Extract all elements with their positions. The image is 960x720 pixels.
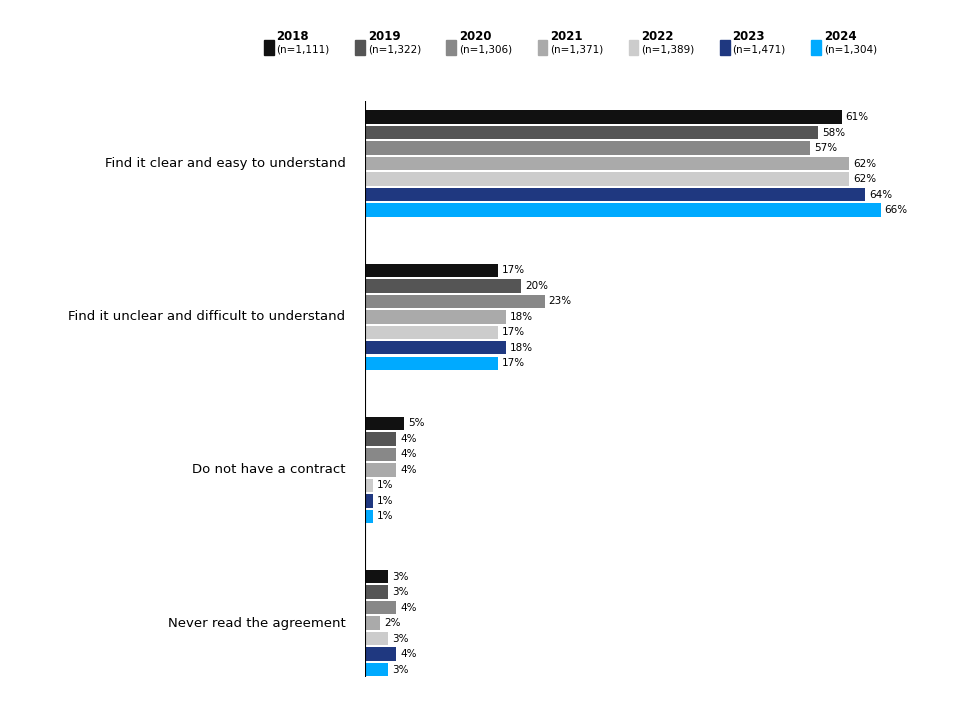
Bar (365, 479, 372, 492)
Bar (365, 616, 380, 630)
Bar (365, 510, 372, 523)
Text: 66%: 66% (885, 205, 908, 215)
Text: 20%: 20% (525, 281, 548, 291)
Bar (365, 570, 388, 583)
Bar (365, 204, 880, 217)
Text: (n=1,111): (n=1,111) (276, 45, 329, 55)
Text: 3%: 3% (393, 587, 409, 597)
Bar (365, 432, 396, 446)
Text: 4%: 4% (400, 449, 417, 459)
Text: 1%: 1% (376, 480, 393, 490)
Text: (n=1,371): (n=1,371) (550, 45, 603, 55)
Bar (365, 110, 842, 124)
Text: 2024: 2024 (824, 30, 856, 42)
Text: 62%: 62% (853, 174, 876, 184)
Text: Never read the agreement: Never read the agreement (168, 616, 346, 629)
Bar (365, 600, 396, 614)
Text: 64%: 64% (869, 189, 892, 199)
Text: 17%: 17% (501, 359, 525, 369)
Text: (n=1,322): (n=1,322) (368, 45, 420, 55)
Text: 17%: 17% (501, 328, 525, 337)
Text: (n=1,471): (n=1,471) (732, 45, 785, 55)
Text: 2020: 2020 (459, 30, 492, 42)
Bar (365, 494, 372, 508)
Text: 2018: 2018 (276, 30, 309, 42)
Bar (365, 264, 497, 277)
Text: 4%: 4% (400, 465, 417, 475)
Bar (365, 294, 544, 308)
Bar (365, 341, 506, 354)
Text: 3%: 3% (393, 572, 409, 582)
Bar (365, 585, 388, 599)
Bar (365, 173, 850, 186)
Text: 3%: 3% (393, 634, 409, 644)
Text: 62%: 62% (853, 158, 876, 168)
Bar (365, 417, 404, 430)
Text: 61%: 61% (846, 112, 869, 122)
Bar (365, 632, 388, 645)
Bar (365, 279, 521, 292)
Text: 2019: 2019 (368, 30, 400, 42)
Text: (n=1,389): (n=1,389) (641, 45, 694, 55)
Text: 2022: 2022 (641, 30, 674, 42)
Bar (365, 663, 388, 676)
Text: 18%: 18% (510, 343, 533, 353)
Text: 1%: 1% (376, 511, 393, 521)
Text: (n=1,306): (n=1,306) (459, 45, 512, 55)
Bar (365, 310, 506, 323)
Text: 1%: 1% (376, 496, 393, 506)
Text: 2%: 2% (384, 618, 401, 628)
Text: 2023: 2023 (732, 30, 765, 42)
Bar (365, 126, 818, 140)
Bar (365, 325, 497, 339)
Bar (365, 356, 497, 370)
Text: 57%: 57% (814, 143, 837, 153)
Text: 58%: 58% (822, 127, 845, 138)
Text: 3%: 3% (393, 665, 409, 675)
Text: 18%: 18% (510, 312, 533, 322)
Bar (365, 647, 396, 661)
Text: 4%: 4% (400, 603, 417, 613)
Text: 2021: 2021 (550, 30, 583, 42)
Text: 17%: 17% (501, 265, 525, 275)
Bar (365, 188, 865, 202)
Bar (365, 157, 850, 171)
Text: Do not have a contract: Do not have a contract (192, 464, 346, 477)
Bar (365, 448, 396, 461)
Text: Find it unclear and difficult to understand: Find it unclear and difficult to underst… (68, 310, 346, 323)
Text: 23%: 23% (548, 297, 571, 306)
Text: (n=1,304): (n=1,304) (824, 45, 876, 55)
Text: Find it clear and easy to understand: Find it clear and easy to understand (105, 157, 346, 170)
Bar (365, 463, 396, 477)
Bar (365, 142, 810, 155)
Text: 5%: 5% (408, 418, 424, 428)
Text: 4%: 4% (400, 434, 417, 444)
Text: 4%: 4% (400, 649, 417, 659)
